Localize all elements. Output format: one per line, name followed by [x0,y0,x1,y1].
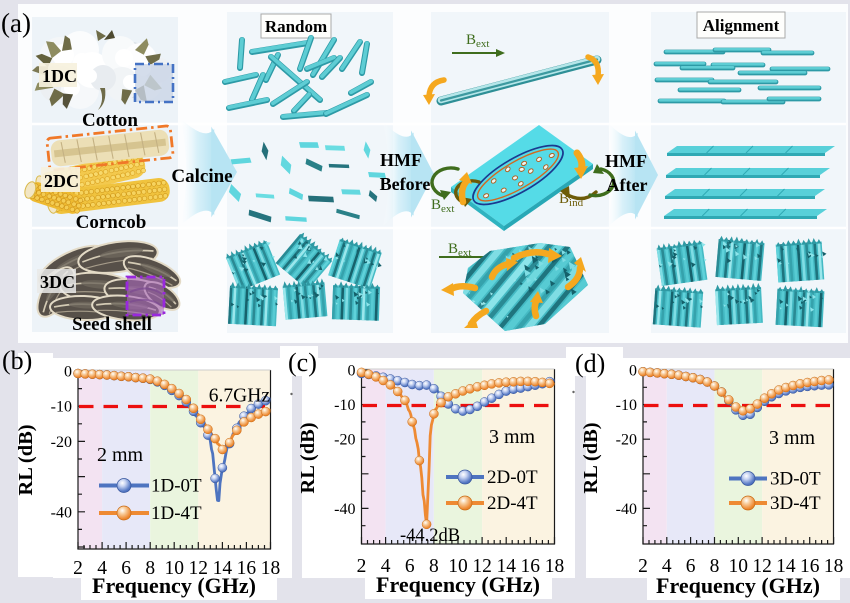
svg-text:2DC: 2DC [44,171,79,191]
svg-text:After: After [607,175,648,195]
svg-text:16: 16 [800,556,820,577]
svg-text:2 mm: 2 mm [97,444,144,466]
svg-text:8: 8 [710,556,720,577]
svg-text:10: 10 [164,558,184,579]
svg-text:(d): (d) [575,349,605,378]
svg-text:3DC: 3DC [40,272,75,292]
svg-text:-20: -20 [616,432,637,449]
svg-text:2: 2 [357,556,367,577]
svg-text:(a): (a) [1,8,31,38]
svg-text:RL (dB): RL (dB) [15,424,37,495]
svg-text:3D-0T: 3D-0T [770,469,821,490]
svg-text:Alignment: Alignment [703,16,780,35]
svg-text:6: 6 [686,556,696,577]
svg-text:HMF: HMF [605,151,647,171]
svg-text:16: 16 [237,558,257,579]
svg-text:-20: -20 [51,434,72,451]
svg-text:1D-0T: 1D-0T [151,476,202,497]
svg-text:6: 6 [405,556,415,577]
svg-text:14: 14 [496,556,516,577]
svg-text:Cotton: Cotton [82,110,138,131]
svg-text:14: 14 [213,558,233,579]
svg-text:12: 12 [752,556,772,577]
svg-text:Frequency (GHz): Frequency (GHz) [92,573,256,598]
svg-text:18: 18 [824,556,844,577]
svg-text:14: 14 [776,556,796,577]
svg-text:2D-4T: 2D-4T [487,493,538,514]
svg-text:(c): (c) [288,348,317,377]
svg-text:1DC: 1DC [42,66,77,86]
svg-text:2D-0T: 2D-0T [487,467,538,488]
svg-text:-44.2dB: -44.2dB [400,526,460,546]
svg-text:12: 12 [472,556,492,577]
svg-text:8: 8 [429,556,439,577]
svg-text:-20: -20 [334,432,355,449]
svg-text:3 mm: 3 mm [489,426,536,448]
svg-text:Corncob: Corncob [76,212,147,233]
svg-text:0: 0 [629,363,637,380]
svg-text:HMF: HMF [380,150,422,170]
svg-text:16: 16 [521,556,541,577]
svg-text:-40: -40 [334,501,355,518]
svg-text:-10: -10 [616,397,637,414]
svg-text:18: 18 [261,558,281,579]
svg-text:2: 2 [638,556,648,577]
svg-text:Calcine: Calcine [171,166,232,187]
svg-text:6.7GHz: 6.7GHz [209,386,271,407]
svg-text:4: 4 [662,556,672,577]
svg-text:0: 0 [64,364,72,381]
svg-text:10: 10 [729,556,749,577]
svg-text:-40: -40 [616,501,637,518]
svg-text:RL (dB): RL (dB) [580,422,602,493]
svg-text:4: 4 [381,556,391,577]
svg-text:Frequency (GHz): Frequency (GHz) [376,572,540,597]
svg-text:12: 12 [189,558,209,579]
svg-text:1D-4T: 1D-4T [151,503,202,524]
svg-text:3D-4T: 3D-4T [770,493,821,514]
svg-text:18: 18 [545,556,565,577]
svg-text:-40: -40 [51,504,72,521]
svg-text:Random: Random [265,17,327,36]
svg-text:10: 10 [448,556,468,577]
svg-text:4: 4 [97,558,107,579]
svg-text:2: 2 [73,558,83,579]
svg-text:-10: -10 [51,399,72,416]
svg-text:Before: Before [380,174,431,194]
svg-text:6: 6 [121,558,131,579]
svg-text:0: 0 [348,363,356,380]
svg-text:-10: -10 [334,397,355,414]
svg-text:RL (dB): RL (dB) [297,422,319,493]
svg-text:Seed shell: Seed shell [72,314,152,335]
svg-text:Frequency (GHz): Frequency (GHz) [656,573,820,598]
svg-text:3 mm: 3 mm [769,427,816,449]
svg-text:8: 8 [145,558,155,579]
svg-text:(b): (b) [2,346,32,375]
